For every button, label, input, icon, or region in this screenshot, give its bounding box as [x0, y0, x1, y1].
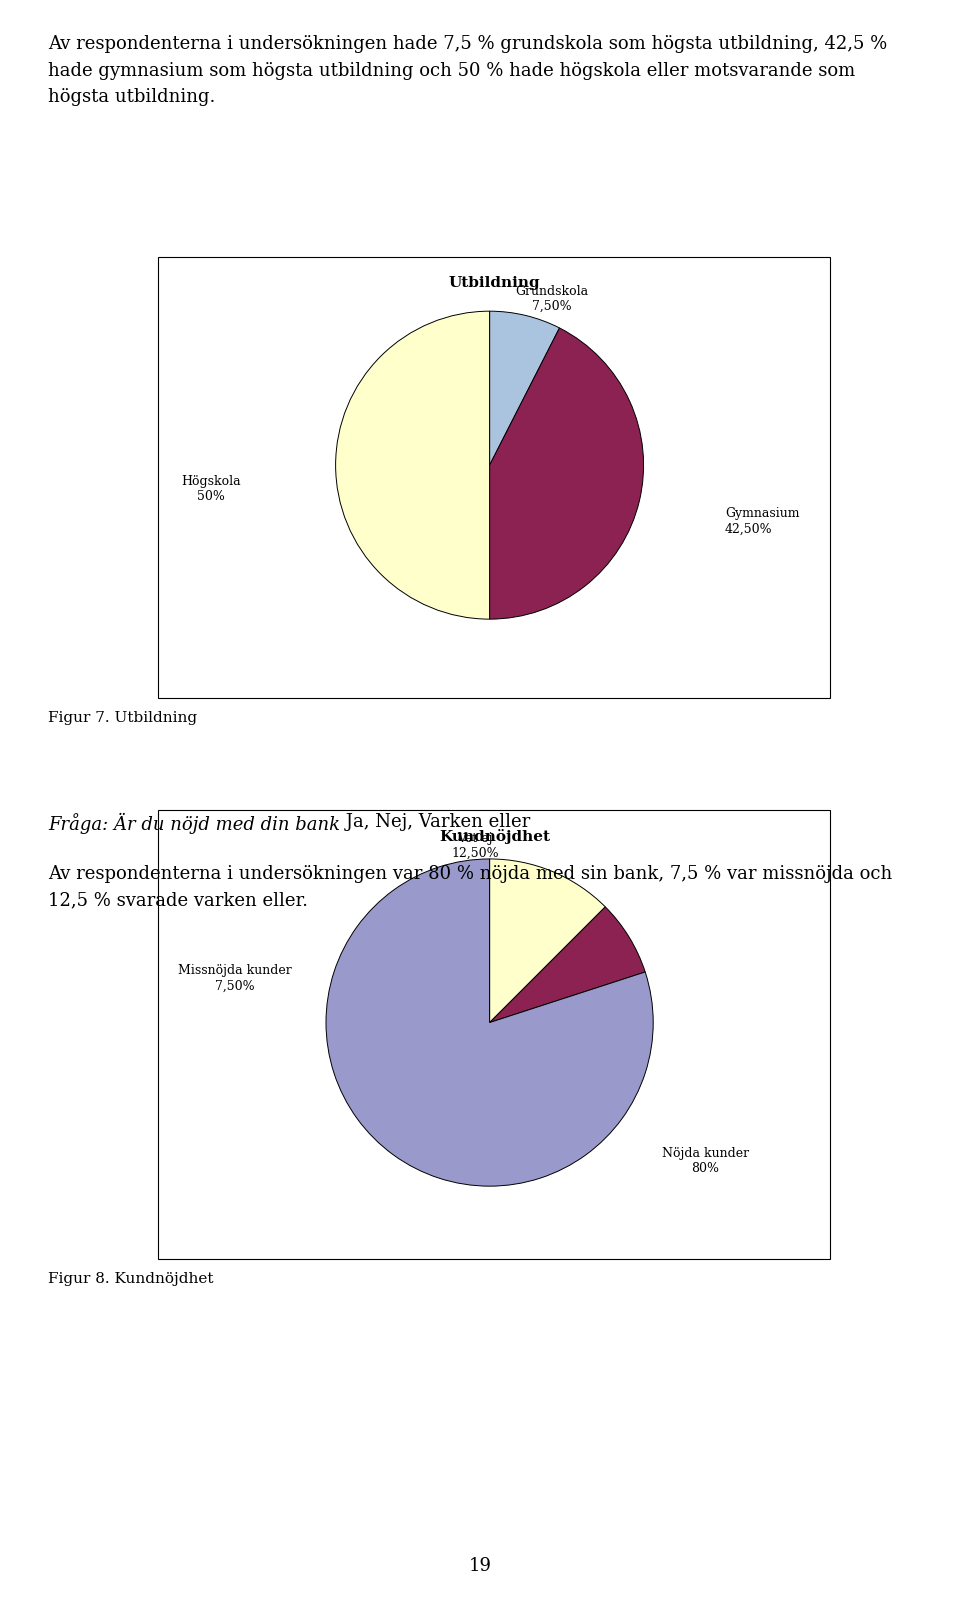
Wedge shape: [490, 327, 643, 619]
Text: Ja, Nej, Varken eller: Ja, Nej, Varken eller: [340, 813, 530, 831]
Text: Gymnasium
42,50%: Gymnasium 42,50%: [725, 507, 800, 536]
Text: Figur 8. Kundnöjdhet: Figur 8. Kundnöjdhet: [48, 1272, 213, 1286]
Wedge shape: [490, 311, 560, 465]
Text: 19: 19: [468, 1557, 492, 1575]
Wedge shape: [336, 311, 490, 619]
Wedge shape: [490, 906, 645, 1023]
Text: Högskola
50%: Högskola 50%: [181, 475, 241, 504]
Text: Av respondenterna i undersökningen hade 7,5 % grundskola som högsta utbildning, : Av respondenterna i undersökningen hade …: [48, 35, 887, 106]
Text: Nöjda kunder
80%: Nöjda kunder 80%: [662, 1147, 749, 1174]
Text: Vet ej
12,50%: Vet ej 12,50%: [451, 832, 499, 860]
Wedge shape: [490, 858, 606, 1023]
Wedge shape: [326, 858, 653, 1187]
Text: Utbildning: Utbildning: [448, 276, 540, 290]
Text: Missnöjda kunder
7,50%: Missnöjda kunder 7,50%: [179, 964, 292, 993]
Text: Av respondenterna i undersökningen var 80 % nöjda med sin bank, 7,5 % var missnö: Av respondenterna i undersökningen var 8…: [48, 865, 892, 909]
Text: Kundnöjdhet: Kundnöjdhet: [439, 829, 550, 844]
Text: Grundskola
7,50%: Grundskola 7,50%: [516, 286, 588, 313]
Text: Figur 7. Utbildning: Figur 7. Utbildning: [48, 711, 197, 725]
Text: Fråga: Är du nöjd med din bank: Fråga: Är du nöjd med din bank: [48, 813, 340, 834]
